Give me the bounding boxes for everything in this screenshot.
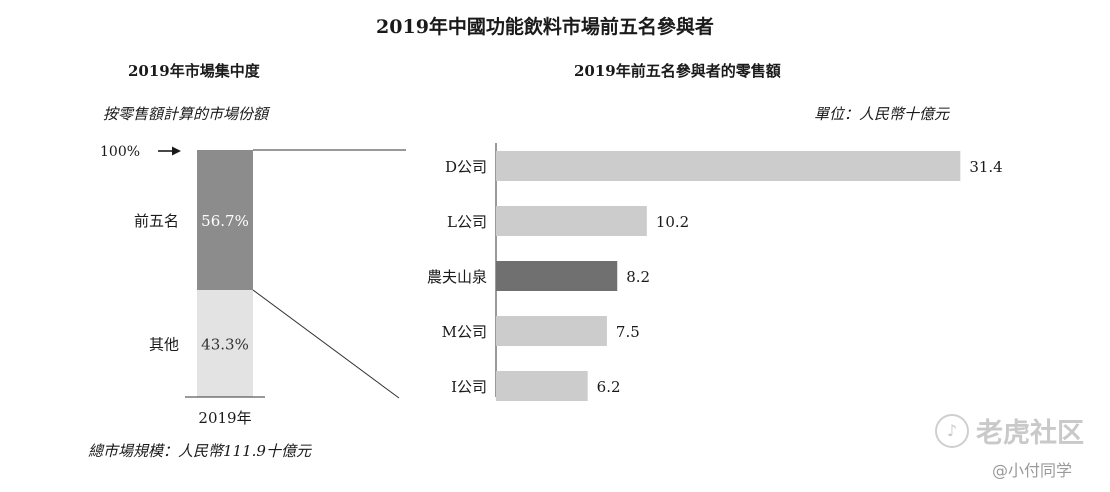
right-panel-subtitle: 2019年前五名參與者的零售額 [574,62,781,80]
connector-line-bottom [252,289,400,399]
bar-category-label: M公司 [442,323,487,341]
watermark-brand: 老虎社区 [976,418,1084,449]
left-panel-subtitle: 2019年市場集中度 [128,62,260,80]
bar [496,261,618,291]
chart-title: 2019年中國功能飲料市場前五名參與者 [376,16,714,38]
bar-value-label: 31.4 [969,158,1002,176]
bar-value-label: 10.2 [656,213,689,231]
top-five-segment-name-label: 前五名 [134,212,179,230]
tiger-logo-icon: ♪ [935,414,969,448]
column-category-label: 2019年 [198,409,251,427]
bar [496,151,961,181]
total-market-size-note: 總市場規模：人民幣111.9十億元 [88,442,311,460]
bar-category-label: I公司 [451,378,487,396]
bar-category-label: 農夫山泉 [427,268,487,286]
others-segment [197,290,253,397]
bar-value-label: 7.5 [616,323,640,341]
hundred-percent-marker: 100% [100,144,140,160]
bar [496,316,607,346]
bar [496,206,647,236]
unit-note: 單位：人民幣十億元 [814,105,950,123]
bar-category-label: L公司 [447,213,487,231]
top-five-segment [197,150,253,291]
bar [496,371,588,401]
watermark-handle: @小付同学 [992,461,1073,480]
marker-arrow-icon [172,146,181,156]
bar-category-label: D公司 [445,158,487,176]
top-five-segment-value-label: 56.7% [201,212,249,230]
others-segment-value-label: 43.3% [201,336,249,354]
bar-value-label: 8.2 [626,268,650,286]
left-panel-note: 按零售額計算的市場份額 [103,105,269,123]
others-segment-name-label: 其他 [149,336,179,354]
bar-value-label: 6.2 [597,378,621,396]
